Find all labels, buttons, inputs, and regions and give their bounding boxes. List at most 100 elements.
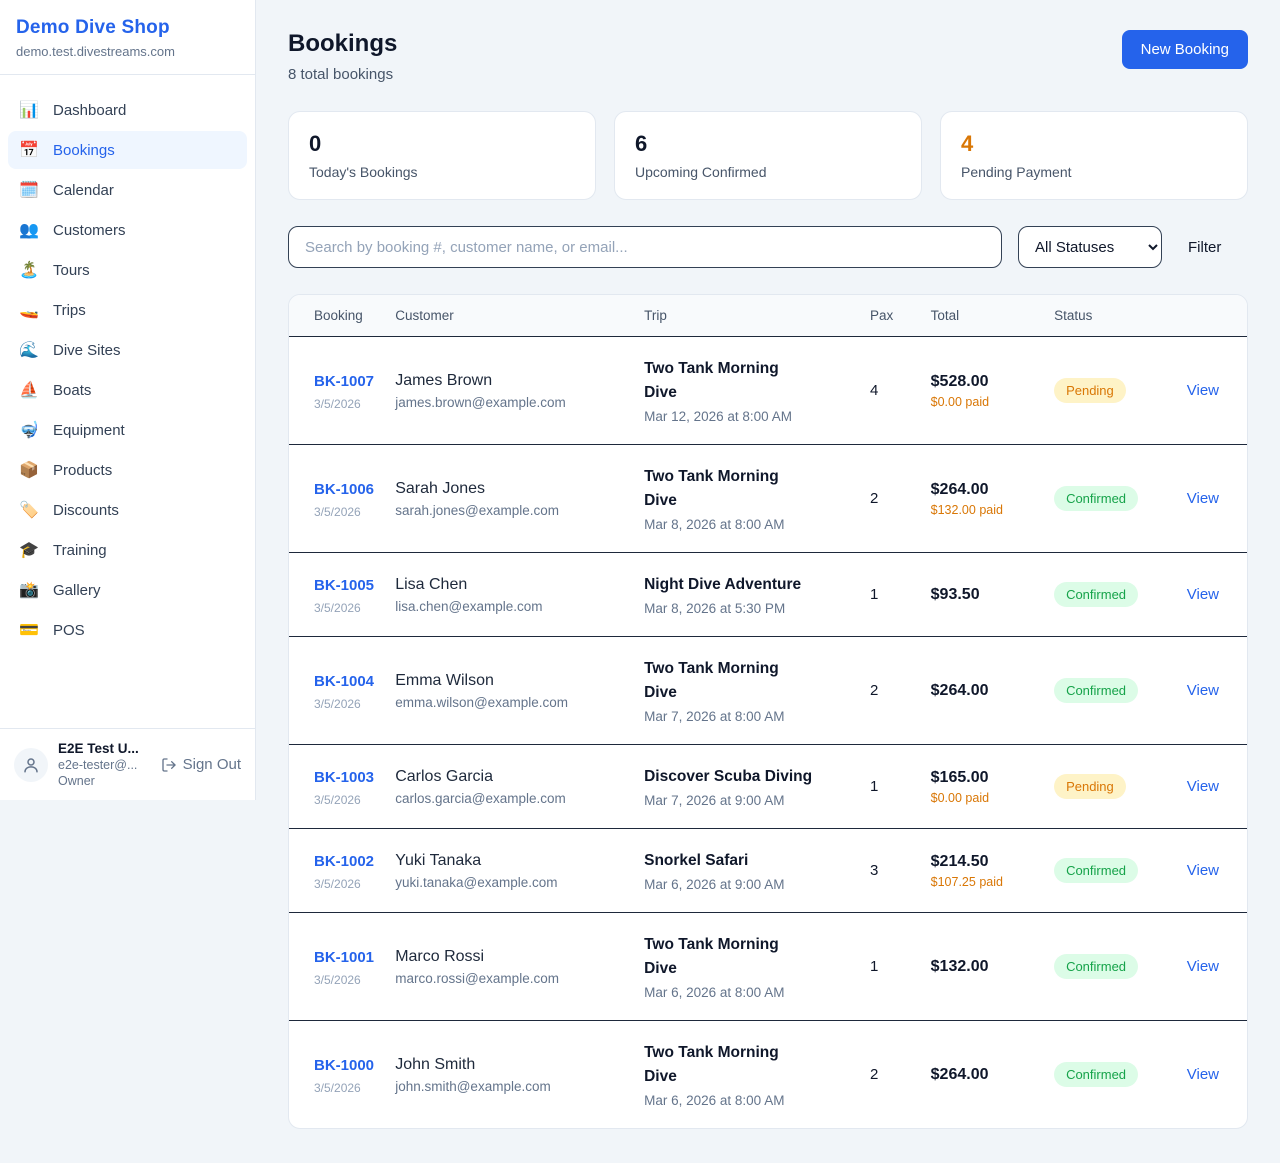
sidebar-item-label: Boats bbox=[53, 381, 92, 399]
booking-date: 3/5/2026 bbox=[314, 397, 361, 412]
sidebar-item-bookings[interactable]: 📅 Bookings bbox=[8, 131, 247, 169]
column-header-pax: Pax bbox=[860, 295, 921, 337]
brand: Demo Dive Shop demo.test.divestreams.com bbox=[0, 0, 255, 75]
avatar bbox=[14, 747, 48, 782]
sidebar-item-label: Training bbox=[53, 541, 107, 559]
status-badge: Pending bbox=[1054, 774, 1126, 800]
view-cell: View bbox=[1171, 744, 1247, 830]
sidebar-item-label: Discounts bbox=[53, 501, 119, 519]
customer-cell: Yuki Tanaka yuki.tanaka@example.com bbox=[385, 828, 635, 914]
status-badge: Confirmed bbox=[1054, 954, 1139, 980]
customer-name: Marco Rossi bbox=[395, 947, 485, 965]
customer-cell: Carlos Garcia carlos.garcia@example.com bbox=[385, 744, 635, 830]
booking-link[interactable]: BK-1002 bbox=[314, 853, 375, 870]
bookings-table: Booking Customer Trip Pax Total Status BK-100… bbox=[289, 295, 1247, 1128]
booking-link[interactable]: BK-1003 bbox=[314, 768, 375, 786]
table-row: BK-1007 3/5/2026 James Brown james.brown… bbox=[289, 336, 1247, 446]
filter-button[interactable]: Filter bbox=[1178, 233, 1231, 262]
bookings-table-card: Booking Customer Trip Pax Total Status BK-100… bbox=[288, 294, 1248, 1130]
pax-cell: 2 bbox=[860, 1021, 921, 1129]
package-icon: 📦 bbox=[19, 462, 39, 479]
sidebar-item-discounts[interactable]: 🏷️ Discounts bbox=[8, 491, 247, 529]
view-link[interactable]: View bbox=[1186, 490, 1219, 508]
column-header-booking: Booking bbox=[289, 295, 386, 337]
booking-link[interactable]: BK-1006 bbox=[314, 480, 375, 498]
customer-cell: John Smith john.smith@example.com bbox=[385, 1021, 634, 1129]
booking-date: 3/5/2026 bbox=[314, 793, 361, 808]
sidebar-item-products[interactable]: 📦 Products bbox=[8, 451, 247, 489]
sidebar-item-trips[interactable]: 🚤 Trips bbox=[8, 291, 247, 329]
view-cell: View bbox=[1171, 828, 1247, 914]
sidebar-item-dive-sites[interactable]: 🌊 Dive Sites bbox=[8, 331, 247, 369]
new-booking-button[interactable]: New Booking bbox=[1121, 30, 1248, 69]
main-content: Bookings 8 total bookings New Booking 0 … bbox=[256, 0, 1280, 1163]
sidebar-item-boats[interactable]: ⛵ Boats bbox=[8, 371, 247, 409]
sidebar-item-calendar[interactable]: 🗓️ Calendar bbox=[8, 171, 247, 209]
sidebar: Demo Dive Shop demo.test.divestreams.com… bbox=[0, 0, 256, 800]
brand-name: Demo Dive Shop bbox=[16, 17, 170, 38]
booking-cell: BK-1006 3/5/2026 bbox=[289, 444, 386, 554]
bookings-table-header: Booking Customer Trip Pax Total Status bbox=[289, 295, 1247, 337]
booking-link[interactable]: BK-1001 bbox=[314, 949, 375, 967]
booking-link[interactable]: BK-1007 bbox=[314, 372, 375, 390]
user-role: Owner bbox=[58, 774, 95, 788]
pax-value: 2 bbox=[870, 1066, 879, 1084]
stat-value: 4 bbox=[961, 131, 974, 156]
view-link[interactable]: View bbox=[1186, 682, 1219, 700]
total-amount: $93.50 bbox=[930, 585, 980, 603]
view-link[interactable]: View bbox=[1186, 1066, 1219, 1084]
page-header: Bookings 8 total bookings New Booking bbox=[288, 30, 1248, 83]
customer-cell: Marco Rossi marco.rossi@example.com bbox=[385, 912, 635, 1022]
booking-link[interactable]: BK-1000 bbox=[314, 1057, 375, 1075]
sidebar-item-tours[interactable]: 🏝️ Tours bbox=[8, 251, 247, 289]
pax-value: 2 bbox=[870, 490, 879, 508]
customer-email: james.brown@example.com bbox=[395, 394, 566, 410]
status-cell: Confirmed bbox=[1044, 1021, 1172, 1129]
view-link[interactable]: View bbox=[1186, 778, 1219, 796]
sidebar-item-label: Equipment bbox=[53, 421, 125, 439]
sidebar-item-equipment[interactable]: 🤿 Equipment bbox=[8, 411, 247, 449]
sidebar-item-training[interactable]: 🎓 Training bbox=[8, 531, 247, 569]
booking-link[interactable]: BK-1004 bbox=[314, 672, 375, 690]
booking-link[interactable]: BK-1005 bbox=[314, 576, 375, 594]
view-cell: View bbox=[1171, 444, 1247, 554]
brand-domain: demo.test.divestreams.com bbox=[16, 44, 175, 59]
trip-cell: Snorkel Safari Mar 6, 2026 at 9:00 AM bbox=[634, 828, 860, 914]
table-row: BK-1000 3/5/2026 John Smith john.smith@e… bbox=[289, 1021, 1247, 1129]
trip-name: Two Tank Morning Dive bbox=[644, 660, 779, 702]
view-link[interactable]: View bbox=[1186, 862, 1219, 880]
trip-datetime: Mar 8, 2026 at 8:00 AM bbox=[644, 517, 785, 533]
trip-cell: Two Tank Morning Dive Mar 8, 2026 at 8:0… bbox=[634, 444, 860, 554]
bar-chart-icon: 📊 bbox=[19, 102, 39, 119]
paid-amount: $0.00 paid bbox=[930, 790, 990, 805]
total-amount: $264.00 bbox=[930, 480, 989, 498]
stats-cards: 0 Today's Bookings 6 Upcoming Confirmed … bbox=[288, 111, 1248, 200]
sidebar-item-label: Dashboard bbox=[53, 101, 127, 119]
total-amount: $214.50 bbox=[930, 852, 989, 870]
booking-date: 3/5/2026 bbox=[314, 697, 361, 712]
search-input[interactable] bbox=[288, 226, 1002, 268]
pax-value: 4 bbox=[870, 382, 879, 400]
view-link[interactable]: View bbox=[1186, 958, 1219, 976]
sidebar-item-pos[interactable]: 💳 POS bbox=[8, 611, 247, 649]
diving-mask-icon: 🤿 bbox=[19, 422, 39, 439]
trip-datetime: Mar 6, 2026 at 8:00 AM bbox=[644, 985, 785, 1001]
view-link[interactable]: View bbox=[1186, 382, 1219, 400]
status-select[interactable]: All Statuses bbox=[1018, 226, 1162, 268]
pax-value: 1 bbox=[870, 586, 879, 604]
pax-cell: 2 bbox=[860, 636, 921, 746]
status-cell: Confirmed bbox=[1044, 636, 1172, 746]
page-header-text: Bookings 8 total bookings bbox=[288, 30, 397, 83]
status-cell: Confirmed bbox=[1044, 828, 1172, 914]
sidebar-item-dashboard[interactable]: 📊 Dashboard bbox=[8, 91, 247, 129]
sidebar-item-customers[interactable]: 👥 Customers bbox=[8, 211, 247, 249]
sidebar-item-gallery[interactable]: 📸 Gallery bbox=[8, 571, 247, 609]
camera-icon: 📸 bbox=[19, 582, 39, 599]
customer-cell: Lisa Chen lisa.chen@example.com bbox=[385, 552, 635, 638]
pax-cell: 1 bbox=[860, 552, 921, 638]
view-cell: View bbox=[1171, 336, 1247, 446]
customer-name: James Brown bbox=[395, 371, 493, 389]
booking-date: 3/5/2026 bbox=[314, 1081, 361, 1096]
sign-out-button[interactable]: Sign Out bbox=[161, 756, 241, 773]
view-link[interactable]: View bbox=[1186, 586, 1219, 604]
